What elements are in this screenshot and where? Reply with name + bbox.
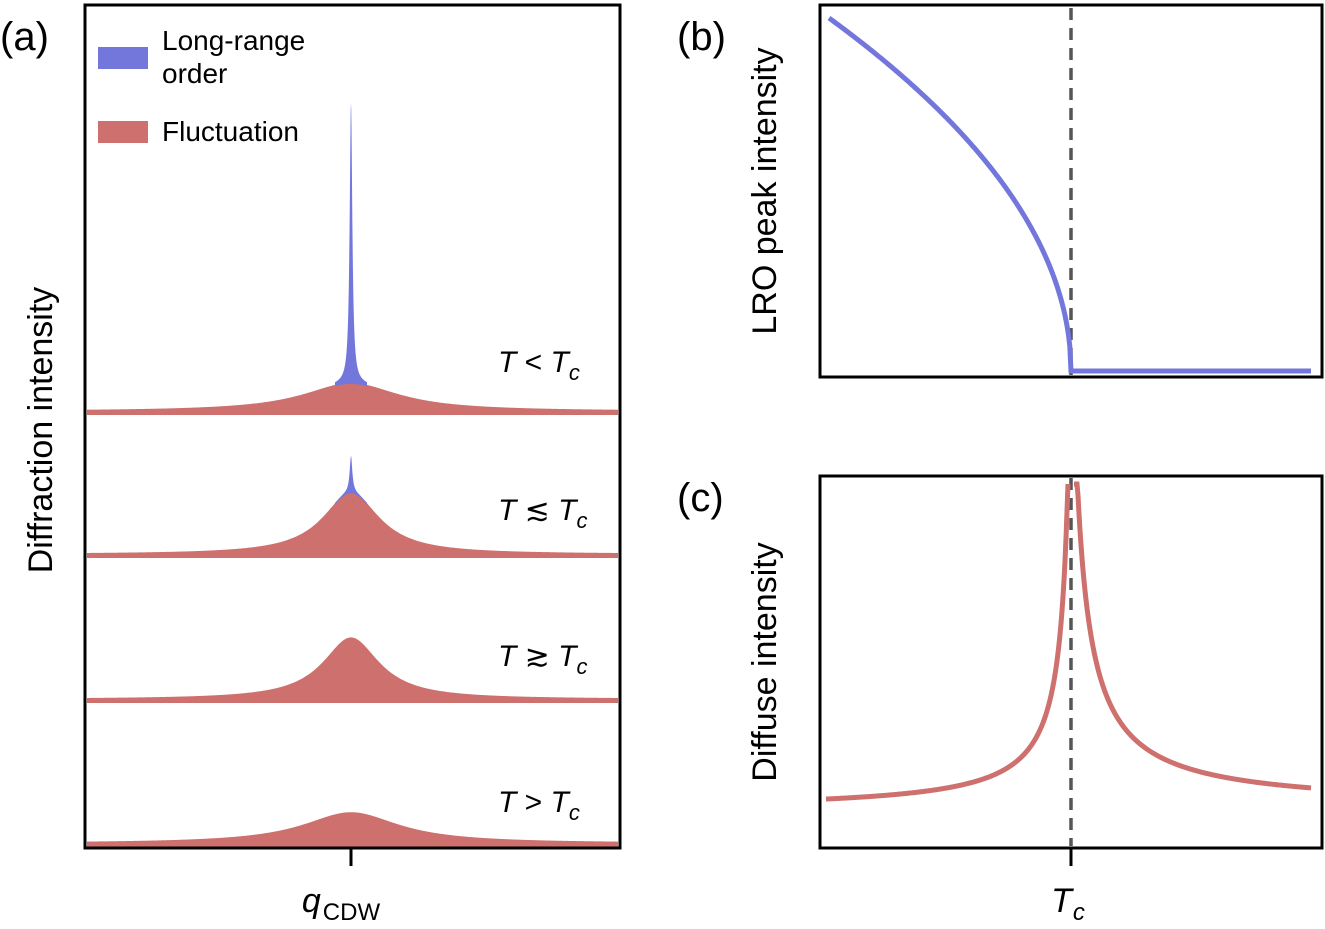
panel-a: (a) T < Tc T ≲ Tc T ≳ Tc T > Tc Diffraction… (0, 3, 622, 926)
panel-b: (b) LRO peak intensity (677, 3, 1324, 379)
ylabel-b: LRO peak intensity (746, 47, 784, 334)
legend-swatch-fluctuation (98, 121, 148, 143)
ylabel-c: Diffuse intensity (746, 542, 784, 781)
lro-curve (827, 15, 1311, 374)
diffuse-curve (825, 481, 1312, 802)
ylabel-a: Diffraction intensity (22, 287, 60, 574)
fluctuation-area-4 (87, 812, 618, 847)
panel-label-a: (a) (0, 15, 49, 59)
legend-label-lro-1: Long-range (162, 25, 305, 56)
xlabel-c: Tc (1051, 882, 1085, 926)
fluctuation-area-2 (87, 492, 618, 558)
traces-group: T < Tc T ≲ Tc T ≳ Tc T > Tc (87, 103, 618, 847)
legend-label-lro-2: order (162, 58, 227, 89)
xlabel-c-sub: c (1073, 899, 1085, 926)
fluctuation-area-3 (87, 637, 618, 703)
fluctuation-area-1 (87, 383, 618, 415)
panel-label-c: (c) (677, 476, 724, 520)
panel-c: (c) Diffuse intensity Tc (677, 474, 1324, 926)
xlabel-a: qCDW (302, 882, 381, 926)
trace-label-1: T < Tc (498, 346, 580, 385)
xlabel-c-main: T (1051, 882, 1074, 920)
frame-b (818, 3, 1324, 379)
panel-label-b: (b) (677, 15, 726, 59)
lro-peak-2 (335, 456, 367, 505)
trace-label-2: T ≲ Tc (498, 494, 587, 533)
trace-label-3: T ≳ Tc (498, 640, 587, 679)
legend-label-fluctuation: Fluctuation (162, 116, 299, 147)
lro-peak-1 (335, 103, 367, 386)
xlabel-a-sub: CDW (323, 899, 381, 926)
legend-swatch-lro (98, 47, 148, 69)
xlabel-a-main: q (302, 882, 321, 920)
trace-label-4: T > Tc (498, 786, 580, 825)
